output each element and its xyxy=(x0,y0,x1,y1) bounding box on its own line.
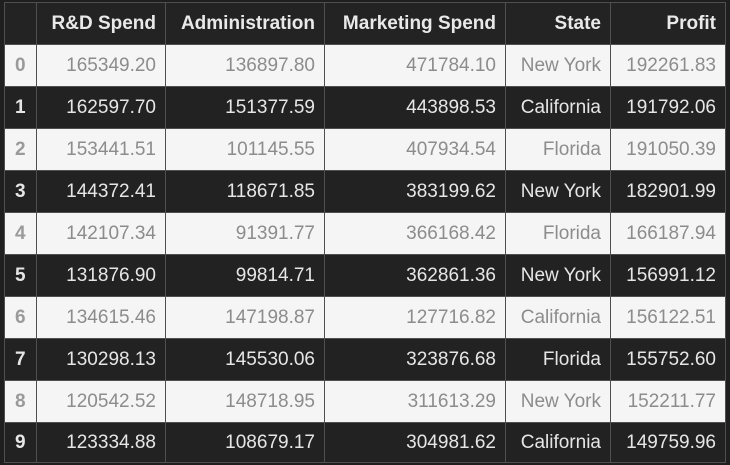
cell-profit: 182901.99 xyxy=(610,170,726,213)
row-index: 1 xyxy=(4,86,37,129)
cell-administration: 99814.71 xyxy=(165,254,325,297)
cell-marketing-spend: 127716.82 xyxy=(324,296,506,339)
cell-rd-spend: 131876.90 xyxy=(36,254,166,297)
cell-rd-spend: 134615.46 xyxy=(36,296,166,339)
index-header xyxy=(4,2,37,45)
cell-profit: 191050.39 xyxy=(610,128,726,171)
cell-administration: 101145.55 xyxy=(165,128,325,171)
cell-administration: 136897.80 xyxy=(165,44,325,87)
row-index: 7 xyxy=(4,338,37,381)
cell-administration: 118671.85 xyxy=(165,170,325,213)
cell-administration: 147198.87 xyxy=(165,296,325,339)
table-row: 8 120542.52 148718.95 311613.29 New York… xyxy=(4,380,726,423)
cell-state: Florida xyxy=(505,128,611,171)
cell-state: New York xyxy=(505,44,611,87)
cell-profit: 191792.06 xyxy=(610,86,726,129)
header-row: R&D Spend Administration Marketing Spend… xyxy=(4,2,726,45)
table-body: 0 165349.20 136897.80 471784.10 New York… xyxy=(4,44,726,463)
cell-administration: 151377.59 xyxy=(165,86,325,129)
row-index: 6 xyxy=(4,296,37,339)
row-index: 0 xyxy=(4,44,37,87)
cell-marketing-spend: 366168.42 xyxy=(324,212,506,255)
cell-profit: 155752.60 xyxy=(610,338,726,381)
cell-rd-spend: 120542.52 xyxy=(36,380,166,423)
cell-administration: 145530.06 xyxy=(165,338,325,381)
table-row: 7 130298.13 145530.06 323876.68 Florida … xyxy=(4,338,726,381)
table-row: 4 142107.34 91391.77 366168.42 Florida 1… xyxy=(4,212,726,255)
cell-profit: 192261.83 xyxy=(610,44,726,87)
table-row: 9 123334.88 108679.17 304981.62 Californ… xyxy=(4,422,726,463)
cell-profit: 156991.12 xyxy=(610,254,726,297)
cell-state: California xyxy=(505,86,611,129)
cell-state: California xyxy=(505,422,611,463)
row-index: 2 xyxy=(4,128,37,171)
cell-marketing-spend: 383199.62 xyxy=(324,170,506,213)
cell-state: New York xyxy=(505,170,611,213)
column-header-marketing-spend: Marketing Spend xyxy=(324,2,506,45)
cell-state: New York xyxy=(505,380,611,423)
row-index: 9 xyxy=(4,422,37,463)
cell-administration: 91391.77 xyxy=(165,212,325,255)
cell-administration: 108679.17 xyxy=(165,422,325,463)
table-row: 6 134615.46 147198.87 127716.82 Californ… xyxy=(4,296,726,339)
cell-profit: 166187.94 xyxy=(610,212,726,255)
row-index: 8 xyxy=(4,380,37,423)
column-header-administration: Administration xyxy=(165,2,325,45)
table-row: 2 153441.51 101145.55 407934.54 Florida … xyxy=(4,128,726,171)
table-row: 1 162597.70 151377.59 443898.53 Californ… xyxy=(4,86,726,129)
row-index: 5 xyxy=(4,254,37,297)
cell-rd-spend: 123334.88 xyxy=(36,422,166,463)
row-index: 4 xyxy=(4,212,37,255)
cell-marketing-spend: 471784.10 xyxy=(324,44,506,87)
cell-rd-spend: 165349.20 xyxy=(36,44,166,87)
cell-marketing-spend: 311613.29 xyxy=(324,380,506,423)
cell-profit: 156122.51 xyxy=(610,296,726,339)
column-header-state: State xyxy=(505,2,611,45)
table-row: 3 144372.41 118671.85 383199.62 New York… xyxy=(4,170,726,213)
cell-administration: 148718.95 xyxy=(165,380,325,423)
cell-state: California xyxy=(505,296,611,339)
cell-rd-spend: 153441.51 xyxy=(36,128,166,171)
column-header-profit: Profit xyxy=(610,2,726,45)
table-row: 5 131876.90 99814.71 362861.36 New York … xyxy=(4,254,726,297)
cell-profit: 149759.96 xyxy=(610,422,726,463)
cell-marketing-spend: 323876.68 xyxy=(324,338,506,381)
cell-marketing-spend: 362861.36 xyxy=(324,254,506,297)
cell-rd-spend: 144372.41 xyxy=(36,170,166,213)
cell-rd-spend: 142107.34 xyxy=(36,212,166,255)
cell-rd-spend: 162597.70 xyxy=(36,86,166,129)
cell-rd-spend: 130298.13 xyxy=(36,338,166,381)
table-row: 0 165349.20 136897.80 471784.10 New York… xyxy=(4,44,726,87)
column-header-rd-spend: R&D Spend xyxy=(36,2,166,45)
row-index: 3 xyxy=(4,170,37,213)
cell-state: Florida xyxy=(505,338,611,381)
dataframe-table: R&D Spend Administration Marketing Spend… xyxy=(4,2,726,463)
cell-state: New York xyxy=(505,254,611,297)
cell-state: Florida xyxy=(505,212,611,255)
cell-marketing-spend: 443898.53 xyxy=(324,86,506,129)
cell-marketing-spend: 407934.54 xyxy=(324,128,506,171)
table-header: R&D Spend Administration Marketing Spend… xyxy=(4,2,726,45)
cell-profit: 152211.77 xyxy=(610,380,726,423)
cell-marketing-spend: 304981.62 xyxy=(324,422,506,463)
